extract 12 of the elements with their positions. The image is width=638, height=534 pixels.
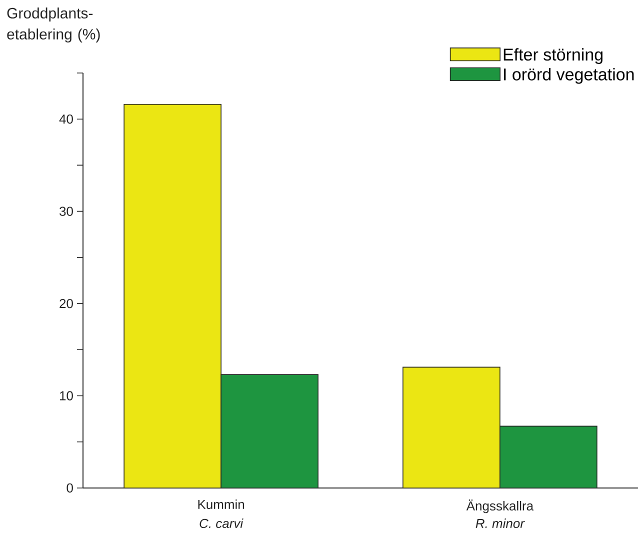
y-tick-label: 0: [66, 483, 73, 493]
legend-label: I orörd vegetation: [504, 68, 634, 84]
y-axis-title: Groddplants-etablering (%): [7, 8, 100, 42]
text: R. minor: [476, 518, 525, 528]
y-tick-label: 30: [60, 206, 73, 216]
y-tick-label: 10: [60, 391, 73, 400]
y-tick-label: 20: [60, 298, 73, 308]
x-tick-label: Ängsskallra: [466, 500, 534, 514]
x-tick-label: Kummin: [198, 500, 244, 510]
text: C. carvi: [200, 518, 244, 528]
y-tick-label: 40: [59, 114, 73, 124]
legend-label: Efter störning: [504, 48, 602, 64]
